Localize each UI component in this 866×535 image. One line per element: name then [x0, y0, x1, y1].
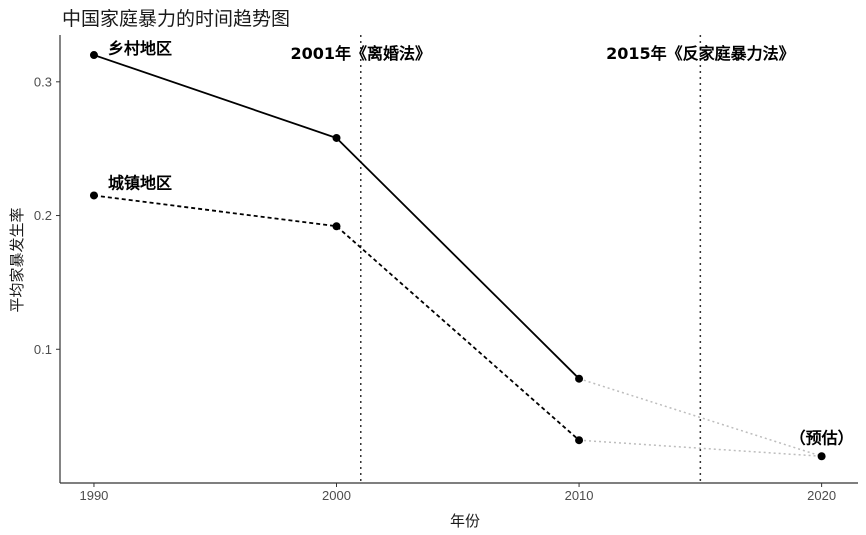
series-label-0: 乡村地区: [108, 39, 172, 58]
y-axis-title: 平均家暴发生率: [8, 207, 26, 312]
x-tick-label: 2010: [565, 488, 594, 503]
projection-line-1: [579, 439, 822, 458]
data-point: [332, 133, 341, 142]
y-tick-label: 0.3: [34, 74, 52, 89]
projection-label: （预估）: [790, 428, 854, 447]
x-tick-label: 1990: [79, 488, 108, 503]
x-tick-label: 2000: [322, 488, 351, 503]
data-point: [575, 374, 584, 383]
policy-label-2015: 2015年《反家庭暴力法》: [606, 44, 795, 63]
data-points: [89, 51, 826, 461]
x-tick-label: 2020: [807, 488, 836, 503]
series-line-0: [93, 54, 580, 380]
x-axis-title: 年份: [450, 512, 480, 530]
series-lines: [93, 54, 580, 441]
y-tick-label: 0.2: [34, 208, 52, 223]
data-point: [332, 222, 341, 231]
data-point: [89, 51, 98, 60]
policy-label-2001: 2001年《离婚法》: [290, 44, 431, 63]
series-label-1: 城镇地区: [108, 173, 172, 192]
y-tick-label: 0.1: [34, 342, 52, 357]
data-point: [89, 191, 98, 200]
chart-title: 中国家庭暴力的时间趋势图: [62, 8, 291, 30]
policy-lines: [360, 35, 702, 483]
series-line-1: [93, 194, 580, 441]
axes: 0.1 0.2 0.3 1990 2000 2010 2020: [34, 35, 858, 503]
data-point: [575, 436, 584, 445]
projection-lines: [578, 377, 822, 458]
projection-point: [817, 452, 826, 461]
